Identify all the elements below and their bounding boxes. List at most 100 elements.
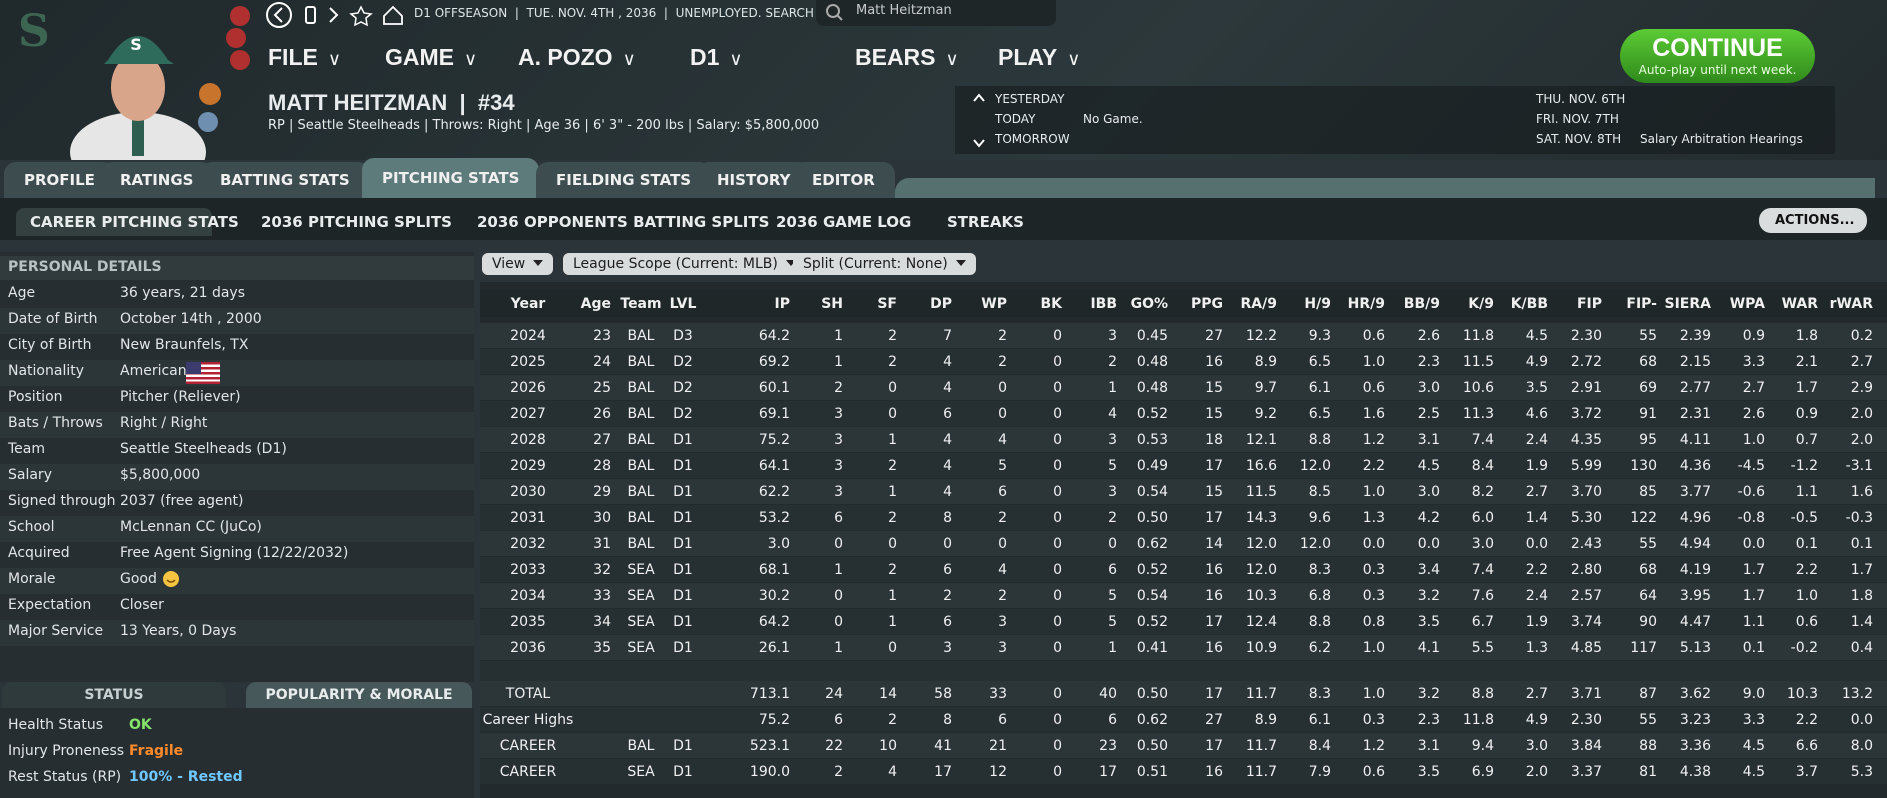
tab[interactable]: PITCHING STATS: [362, 158, 540, 198]
row-bg: [480, 349, 1887, 374]
actions-button[interactable]: ACTIONS...: [1759, 208, 1867, 233]
search-box[interactable]: Matt Heitzman: [816, 0, 1056, 26]
date: TUE. NOV. 4TH , 2036: [526, 6, 657, 20]
subtab[interactable]: 2036 OPPONENTS BATTING SPLITS: [477, 213, 770, 231]
table-cell: 2.2: [1525, 562, 1548, 578]
table-cell: 64: [1639, 588, 1657, 604]
table-cell: 69.1: [758, 406, 790, 422]
table-cell: 0.4: [1850, 640, 1873, 656]
table-cell: 3: [998, 614, 1007, 630]
table-cell: 18: [1205, 432, 1223, 448]
schedule-day: TOMORROW: [995, 132, 1070, 146]
table-cell: 4.85: [1570, 640, 1602, 656]
status-label: Health Status: [8, 717, 104, 733]
table-cell: 2.1: [1795, 354, 1818, 370]
search-text[interactable]: Matt Heitzman: [856, 3, 952, 18]
summary-cell: 6: [998, 712, 1007, 728]
table-cell: 2: [888, 354, 897, 370]
table-cell: 11.3: [1462, 406, 1494, 422]
table-cell: 1.1: [1795, 484, 1818, 500]
menu-item[interactable]: D1 ∨: [690, 44, 743, 70]
menu-item[interactable]: BEARS ∨: [855, 44, 959, 70]
table-cell: 2027: [510, 406, 546, 422]
table-cell: 0: [1053, 458, 1062, 474]
subtab[interactable]: CAREER PITCHING STATS: [30, 213, 239, 231]
menu-item[interactable]: PLAY ∨: [998, 44, 1081, 70]
table-cell: 2.6: [1742, 406, 1765, 422]
column-header: WPA: [1729, 296, 1765, 312]
table-cell: 3: [834, 432, 843, 448]
status-tab[interactable]: POPULARITY & MORALE: [246, 682, 472, 708]
summary-cell: Career Highs: [482, 712, 574, 728]
table-cell: 0: [1053, 406, 1062, 422]
continue-label[interactable]: CONTINUE: [1652, 34, 1783, 62]
summary-cell: 33: [989, 686, 1007, 702]
row-bg: [480, 323, 1887, 348]
schedule-arrows[interactable]: [972, 92, 986, 150]
summary-cell: 0.6: [1362, 764, 1385, 780]
table-cell: -3.1: [1845, 458, 1873, 474]
table-cell: 2: [998, 510, 1007, 526]
table-cell: 2.43: [1570, 536, 1602, 552]
tab[interactable]: PROFILE: [4, 162, 115, 198]
tab[interactable]: HISTORY: [697, 162, 811, 198]
table-cell: 2: [1108, 354, 1117, 370]
table-cell: 2.80: [1570, 562, 1602, 578]
table-cell: 34: [593, 614, 611, 630]
table-cell: 6: [834, 510, 843, 526]
filter-dropdown[interactable]: View: [482, 253, 554, 275]
tab[interactable]: EDITOR: [792, 162, 895, 198]
table-cell: 4: [943, 380, 952, 396]
actions-label[interactable]: ACTIONS...: [1775, 213, 1855, 228]
table-cell: 0: [998, 380, 1007, 396]
summary-cell: 13.2: [1841, 686, 1873, 702]
subtab[interactable]: 2036 GAME LOG: [776, 213, 912, 231]
nav-icons[interactable]: [266, 2, 406, 28]
table-cell: 12.2: [1245, 328, 1277, 344]
filter-dropdown[interactable]: Split (Current: None): [793, 253, 976, 275]
summary-cell: 23: [1099, 738, 1117, 754]
tab[interactable]: FIELDING STATS: [536, 162, 712, 198]
table-cell: 2032: [510, 536, 546, 552]
table-cell: 10.9: [1245, 640, 1277, 656]
summary-cell: 88: [1639, 738, 1657, 754]
column-header: GO%: [1130, 296, 1168, 312]
summary-cell: 6.1: [1308, 712, 1331, 728]
detail-label: Morale: [8, 571, 56, 587]
subtab[interactable]: STREAKS: [947, 213, 1024, 231]
table-cell: 0.54: [1136, 588, 1168, 604]
summary-cell: 8: [943, 712, 952, 728]
table-cell: 5.99: [1570, 458, 1602, 474]
table-cell: 3.5: [1417, 614, 1440, 630]
column-header: DP: [930, 296, 952, 312]
summary-cell: 2.30: [1570, 712, 1602, 728]
menu-item[interactable]: A. POZO ∨: [518, 44, 636, 70]
table-cell: 9.6: [1308, 510, 1331, 526]
continue-button[interactable]: CONTINUE Auto-play until next week.: [1620, 29, 1815, 83]
filter-dropdown[interactable]: League Scope (Current: MLB): [563, 253, 806, 275]
summary-cell: 11.7: [1245, 738, 1277, 754]
tab[interactable]: BATTING STATS: [200, 162, 370, 198]
subtab[interactable]: 2036 PITCHING SPLITS: [261, 213, 452, 231]
menu-item[interactable]: GAME ∨: [385, 44, 478, 70]
table-cell: 2.4: [1525, 432, 1548, 448]
tab[interactable]: RATINGS: [100, 162, 214, 198]
detail-label: Expectation: [8, 597, 92, 613]
job-status[interactable]: UNEMPLOYED. SEARCH JOBS...: [675, 6, 858, 20]
table-cell: 3.5: [1525, 380, 1548, 396]
summary-cell: 0.50: [1136, 738, 1168, 754]
column-header: IP: [774, 296, 790, 312]
summary-cell: 713.1: [749, 686, 790, 702]
table-cell: 0.54: [1136, 484, 1168, 500]
table-cell: 4: [998, 432, 1007, 448]
summary-cell: 8.0: [1850, 738, 1873, 754]
table-cell: 12.0: [1299, 536, 1331, 552]
table-cell: 3: [1108, 484, 1117, 500]
table-cell: 3.3: [1742, 354, 1765, 370]
menu-item[interactable]: FILE ∨: [268, 44, 342, 70]
table-cell: 0.53: [1136, 432, 1168, 448]
table-cell: 4: [943, 432, 952, 448]
column-header: LVL: [669, 296, 697, 312]
status-tab[interactable]: STATUS: [2, 682, 226, 708]
